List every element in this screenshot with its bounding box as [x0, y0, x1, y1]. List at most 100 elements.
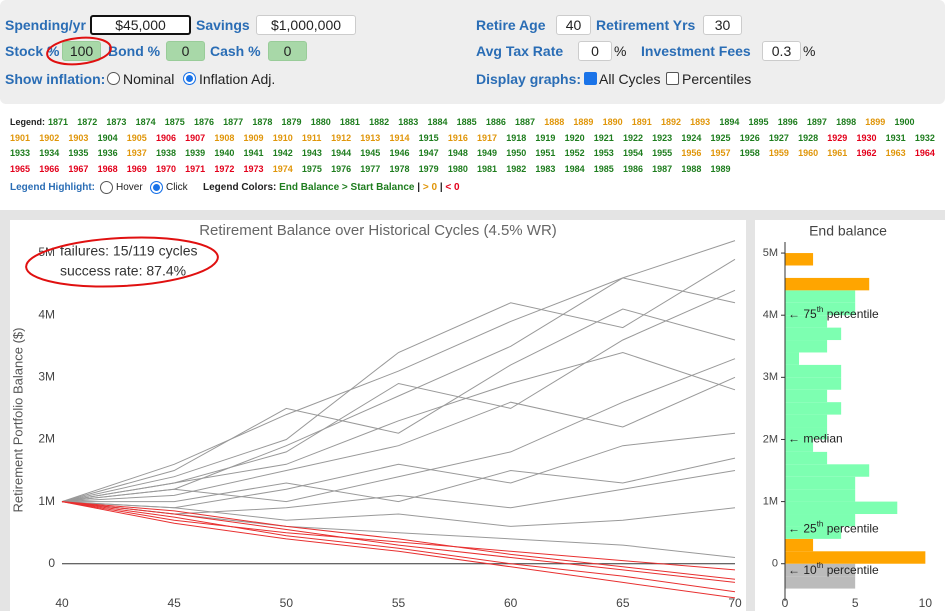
input[interactable]: 0.3	[762, 41, 801, 61]
legend-year[interactable]: 1944	[331, 148, 352, 158]
legend-year[interactable]: 1894	[719, 117, 740, 127]
legend-year[interactable]: 1984	[564, 163, 585, 174]
legend-year[interactable]: 1959	[768, 148, 789, 158]
legend-year[interactable]: 1878	[252, 117, 273, 127]
legend-year[interactable]: 1942	[272, 148, 293, 158]
input[interactable]: 30	[703, 15, 742, 35]
legend-year[interactable]: 1966	[39, 163, 60, 174]
legend-year[interactable]: 1919	[535, 132, 556, 143]
legend-year[interactable]: 1939	[185, 148, 206, 158]
legend-year[interactable]: 1955	[652, 148, 673, 158]
legend-year[interactable]: 1954	[622, 148, 643, 158]
legend-year[interactable]: 1873	[106, 117, 127, 127]
legend-year[interactable]: 1976	[331, 163, 352, 174]
checkbox[interactable]	[666, 72, 679, 85]
legend-year[interactable]: 1983	[535, 163, 556, 174]
legend-year[interactable]: 1914	[389, 132, 410, 143]
legend-year[interactable]: 1918	[506, 132, 527, 143]
legend-year[interactable]: 1905	[126, 132, 147, 143]
legend-year[interactable]: 1871	[48, 117, 69, 127]
legend-year[interactable]: 1981	[477, 163, 498, 174]
legend-year[interactable]: 1938	[155, 148, 176, 158]
legend-year[interactable]: 1965	[10, 163, 31, 174]
legend-year[interactable]: 1948	[447, 148, 468, 158]
legend-year[interactable]: 1929	[827, 132, 848, 143]
legend-year[interactable]: 1943	[301, 148, 322, 158]
legend-year[interactable]: 1900	[894, 117, 915, 127]
legend-year[interactable]: 1975	[301, 163, 322, 174]
legend-year[interactable]: 1973	[243, 163, 264, 174]
legend-year[interactable]: 1928	[798, 132, 819, 143]
legend-year[interactable]: 1926	[739, 132, 760, 143]
legend-year[interactable]: 1970	[155, 163, 176, 174]
legend-year[interactable]: 1893	[690, 117, 711, 127]
input[interactable]: $1,000,000	[256, 15, 356, 35]
radio[interactable]	[150, 181, 163, 194]
legend-year[interactable]: 1979	[418, 163, 439, 174]
legend-year[interactable]: 1925	[710, 132, 731, 143]
legend-year[interactable]: 1934	[39, 148, 60, 158]
legend-year[interactable]: 1952	[564, 148, 585, 158]
legend-year[interactable]: 1884	[427, 117, 448, 127]
legend-year[interactable]: 1875	[164, 117, 185, 127]
legend-year[interactable]: 1908	[214, 132, 235, 143]
legend-year[interactable]: 1872	[77, 117, 98, 127]
legend-year[interactable]: 1951	[535, 148, 556, 158]
radio[interactable]	[100, 181, 113, 194]
legend-year[interactable]: 1879	[281, 117, 302, 127]
legend-year[interactable]: 1916	[447, 132, 468, 143]
legend-year[interactable]: 1940	[214, 148, 235, 158]
legend-year[interactable]: 1971	[185, 163, 206, 174]
legend-year[interactable]: 1882	[369, 117, 390, 127]
legend-year[interactable]: 1903	[68, 132, 89, 143]
legend-year[interactable]: 1936	[97, 148, 118, 158]
legend-year[interactable]: 1887	[515, 117, 536, 127]
legend-year[interactable]: 1988	[681, 163, 702, 174]
radio[interactable]	[107, 72, 120, 85]
legend-year[interactable]: 1977	[360, 163, 381, 174]
legend-year[interactable]: 1915	[418, 132, 439, 143]
legend-year[interactable]: 1947	[418, 148, 439, 158]
legend-year[interactable]: 1974	[272, 163, 293, 174]
legend-year[interactable]: 1958	[739, 148, 760, 158]
legend-year[interactable]: 1950	[506, 148, 527, 158]
legend-year[interactable]: 1949	[477, 148, 498, 158]
legend-year[interactable]: 1898	[836, 117, 857, 127]
legend-year[interactable]: 1969	[126, 163, 147, 174]
legend-year[interactable]: 1897	[806, 117, 827, 127]
legend-year[interactable]: 1892	[660, 117, 681, 127]
legend-year[interactable]: 1933	[10, 148, 31, 158]
legend-year[interactable]: 1932	[914, 132, 935, 143]
legend-year[interactable]: 1912	[331, 132, 352, 143]
legend-year[interactable]: 1957	[710, 148, 731, 158]
legend-year[interactable]: 1886	[485, 117, 506, 127]
legend-year[interactable]: 1895	[748, 117, 769, 127]
legend-year[interactable]: 1921	[593, 132, 614, 143]
legend-year[interactable]: 1987	[652, 163, 673, 174]
legend-year[interactable]: 1881	[339, 117, 360, 127]
legend-year[interactable]: 1922	[622, 132, 643, 143]
legend-year[interactable]: 1876	[193, 117, 214, 127]
legend-year[interactable]: 1901	[10, 132, 31, 143]
legend-year[interactable]: 1980	[447, 163, 468, 174]
legend-year[interactable]: 1896	[777, 117, 798, 127]
legend-year[interactable]: 1960	[798, 148, 819, 158]
legend-year[interactable]: 1888	[544, 117, 565, 127]
legend-year[interactable]: 1891	[631, 117, 652, 127]
radio[interactable]	[183, 72, 196, 85]
input[interactable]: 40	[556, 15, 591, 35]
legend-year[interactable]: 1964	[914, 148, 935, 158]
legend-year[interactable]: 1956	[681, 148, 702, 158]
legend-year[interactable]: 1937	[126, 148, 147, 158]
legend-year[interactable]: 1986	[622, 163, 643, 174]
legend-year[interactable]: 1889	[573, 117, 594, 127]
legend-year[interactable]: 1877	[223, 117, 244, 127]
legend-year[interactable]: 1953	[593, 148, 614, 158]
legend-year[interactable]: 1982	[506, 163, 527, 174]
legend-year[interactable]: 1917	[477, 132, 498, 143]
legend-year[interactable]: 1911	[301, 132, 322, 143]
legend-year[interactable]: 1924	[681, 132, 702, 143]
legend-year[interactable]: 1906	[155, 132, 176, 143]
legend-year[interactable]: 1985	[593, 163, 614, 174]
input[interactable]: 100	[62, 41, 101, 61]
